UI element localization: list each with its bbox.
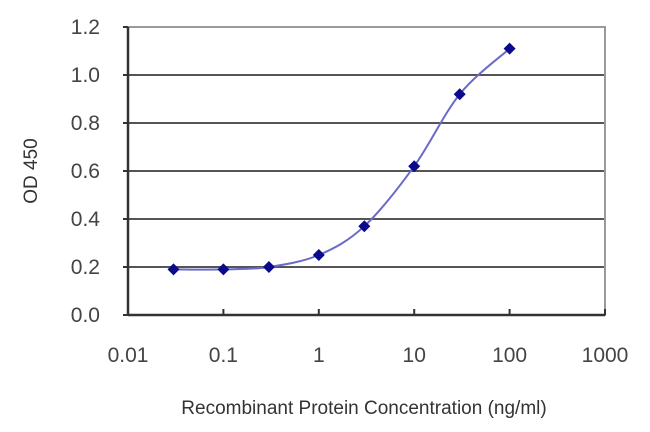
x-tick-label: 1 bbox=[313, 344, 325, 367]
x-tick-labels: 0.01 0.1 1 10 100 1000 bbox=[108, 344, 629, 367]
y-tick-labels: 0.0 0.2 0.4 0.6 0.8 1.0 1.2 bbox=[71, 16, 101, 327]
x-tick-label: 0.1 bbox=[209, 344, 238, 367]
x-tick-label: 100 bbox=[492, 344, 527, 367]
y-tick-label: 0.0 bbox=[71, 304, 100, 327]
data-point-diamond bbox=[358, 220, 371, 233]
x-tick-label: 1000 bbox=[582, 344, 629, 367]
gridlines bbox=[128, 74, 605, 268]
y-tick-label: 1.0 bbox=[71, 64, 100, 87]
data-point-diamond bbox=[167, 263, 180, 276]
y-tick-label: 1.2 bbox=[71, 16, 100, 39]
axes bbox=[123, 26, 606, 317]
y-axis-title: OD 450 bbox=[21, 138, 42, 203]
data-point-diamond bbox=[262, 261, 275, 273]
x-tick-label: 10 bbox=[403, 344, 426, 367]
data-point-diamond bbox=[312, 249, 325, 261]
data-point-diamond bbox=[408, 160, 421, 173]
x-axis-title: Recombinant Protein Concentration (ng/ml… bbox=[181, 398, 546, 419]
y-tick-label: 0.6 bbox=[71, 160, 100, 183]
x-tick-label: 0.01 bbox=[108, 344, 149, 367]
data-series bbox=[167, 42, 516, 276]
y-tick-label: 0.2 bbox=[71, 256, 100, 279]
y-tick-label: 0.4 bbox=[71, 208, 101, 231]
data-point-diamond bbox=[217, 263, 230, 276]
data-point-diamond bbox=[503, 42, 516, 55]
data-point-diamond bbox=[453, 88, 466, 101]
series-line bbox=[173, 47, 511, 271]
y-tick-label: 0.8 bbox=[71, 112, 100, 135]
